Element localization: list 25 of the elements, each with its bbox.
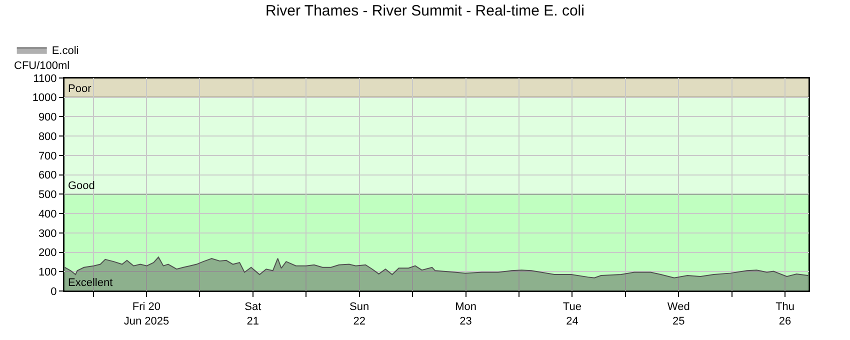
chart-title: River Thames - River Summit - Real-time E. coli	[266, 2, 584, 20]
band-label: Excellent	[68, 277, 113, 289]
y-tick-label: 0	[50, 286, 57, 298]
y-tick-label: 400	[38, 208, 57, 220]
x-tick-label: Thu 26	[776, 301, 795, 328]
y-tick-label: 100	[38, 266, 57, 278]
y-tick-label: 200	[38, 247, 57, 260]
y-axis-title: CFU/100ml	[14, 60, 70, 72]
band-label: Poor	[68, 83, 92, 95]
x-tick-label: Mon 23	[455, 301, 476, 328]
x-tick-label: Tue 24	[562, 301, 582, 328]
y-tick-label: 900	[38, 112, 57, 124]
y-tick-label: 1100	[33, 72, 57, 85]
y-tick-label: 1000	[32, 92, 57, 104]
x-tick-label: Fri 20 Jun 2025	[124, 301, 170, 328]
y-tick-label: 300	[38, 228, 57, 240]
x-tick-label: Wed 25	[667, 301, 690, 328]
y-tick-label: 600	[38, 170, 57, 182]
x-tick-label: Sun 22	[350, 301, 370, 328]
legend-label: E.coli	[52, 45, 79, 58]
band-label: Good	[68, 180, 95, 192]
x-tick-label: Sat 21	[244, 301, 262, 328]
y-tick-label: 800	[38, 130, 57, 143]
y-tick-label: 500	[38, 189, 57, 202]
y-tick-label: 700	[38, 150, 57, 162]
